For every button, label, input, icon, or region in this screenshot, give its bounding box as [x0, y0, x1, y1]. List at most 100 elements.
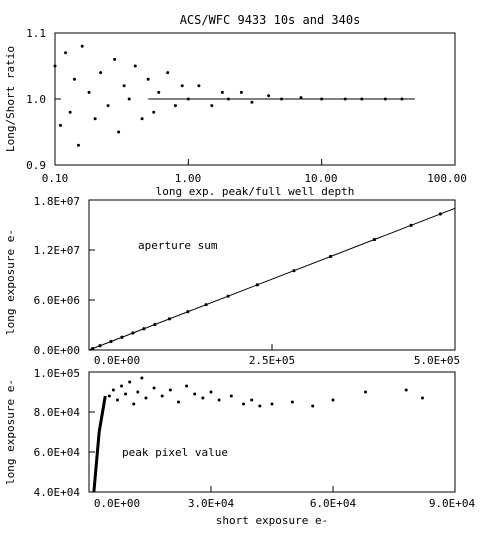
- data-point: [128, 380, 132, 384]
- steep-branch-peak: [92, 395, 107, 493]
- data-point: [80, 44, 84, 48]
- y-tick-label: 1.0: [26, 93, 46, 106]
- panel-aperture: aperture sum 0.0E+00 2.5E+05 5.0E+05 0.0…: [4, 195, 460, 367]
- data-point: [255, 283, 259, 287]
- tick-marks-ratio: [54, 32, 456, 166]
- data-point: [438, 212, 442, 216]
- data-point: [204, 303, 208, 307]
- tick-marks-peak: [88, 371, 456, 493]
- data-point: [267, 94, 271, 98]
- plot-frame-peak: [88, 371, 456, 493]
- data-point: [113, 57, 117, 61]
- data-point: [111, 388, 115, 392]
- data-point: [210, 104, 214, 108]
- panel-annotation: aperture sum: [138, 239, 218, 252]
- x-tick-label: 3.0E+04: [188, 497, 235, 510]
- data-point: [239, 90, 243, 94]
- data-point: [250, 398, 254, 402]
- data-point: [372, 237, 377, 242]
- x-tick-label: 0.0E+00: [94, 497, 140, 510]
- x-axis-label: long exp. peak/full well depth: [156, 185, 355, 198]
- data-point: [185, 384, 189, 388]
- data-point: [68, 110, 72, 114]
- data-point: [157, 90, 161, 94]
- data-point: [120, 335, 124, 339]
- data-point: [404, 388, 408, 392]
- y-tick-label: 8.0E+04: [34, 406, 81, 419]
- data-point: [197, 84, 201, 88]
- data-point: [64, 51, 68, 55]
- data-point: [331, 398, 335, 402]
- data-point: [220, 90, 224, 94]
- data-point: [76, 143, 80, 147]
- y-tick-label: 1.1: [26, 27, 46, 40]
- data-point: [133, 64, 137, 68]
- data-point: [99, 71, 103, 75]
- x-tick-label: 0.10: [42, 172, 69, 185]
- data-point: [132, 402, 136, 406]
- y-tick-label: 0.0E+00: [34, 344, 80, 357]
- data-point: [160, 394, 164, 398]
- data-point: [167, 317, 172, 321]
- y-tick-label: 1.2E+07: [34, 244, 80, 257]
- x-axis-label: short exposure e-: [216, 514, 329, 527]
- data-point: [140, 376, 144, 380]
- data-point: [242, 402, 246, 406]
- data-point: [106, 104, 110, 108]
- data-point: [144, 396, 148, 400]
- data-point: [186, 310, 190, 314]
- y-axis-label: long exposure e-: [4, 229, 17, 335]
- x-tick-label: 9.0E+04: [429, 497, 476, 510]
- y-tick-label: 4.0E+04: [34, 486, 81, 499]
- y-tick-label: 6.0E+04: [34, 446, 81, 459]
- data-point: [115, 398, 119, 402]
- x-tick-label: 10.00: [304, 172, 337, 185]
- data-point: [136, 390, 140, 394]
- data-point: [173, 104, 177, 108]
- data-point: [146, 77, 150, 81]
- panel-annotation: peak pixel value: [122, 446, 228, 459]
- x-tick-label: 0.0E+00: [94, 354, 140, 367]
- data-point: [328, 254, 333, 259]
- y-axis-label: long exposure e-: [4, 379, 17, 485]
- data-point: [117, 130, 121, 134]
- x-tick-label: 5.0E+05: [414, 354, 460, 367]
- data-point: [53, 64, 57, 68]
- data-point: [168, 388, 172, 392]
- data-point: [250, 100, 254, 104]
- x-tick-label: 2.5E+05: [249, 354, 295, 367]
- data-point: [364, 390, 368, 394]
- data-point: [122, 84, 126, 88]
- chart-title: ACS/WFC 9433 10s and 340s: [180, 13, 361, 27]
- data-point: [229, 394, 233, 398]
- data-point: [409, 223, 413, 227]
- data-point: [142, 327, 146, 331]
- data-point: [209, 390, 213, 394]
- data-point: [153, 322, 157, 327]
- data-point: [193, 392, 197, 396]
- data-point: [217, 398, 221, 402]
- data-point: [72, 77, 76, 81]
- scatter-points-peak: [107, 376, 424, 408]
- data-point: [270, 402, 274, 406]
- data-point: [107, 394, 111, 398]
- data-point: [91, 346, 95, 351]
- y-tick-label: 6.0E+06: [34, 294, 80, 307]
- data-point: [131, 331, 135, 335]
- data-point: [152, 386, 156, 390]
- data-point: [201, 396, 205, 400]
- y-axis-label: Long/Short ratio: [4, 46, 17, 152]
- scatter-points-ratio: [53, 44, 404, 147]
- x-tick-label: 100.00: [427, 172, 467, 185]
- data-point: [59, 123, 63, 127]
- data-point: [124, 392, 128, 396]
- data-point: [292, 269, 296, 273]
- y-tick-label: 0.9: [26, 159, 46, 172]
- data-point: [180, 84, 184, 88]
- data-point: [87, 90, 91, 94]
- y-tick-label: 1.8E+07: [34, 195, 80, 208]
- data-point: [176, 400, 180, 404]
- panel-ratio: ACS/WFC 9433 10s and 340s 0.10 1.00 10.0…: [4, 13, 467, 198]
- data-point: [311, 404, 315, 408]
